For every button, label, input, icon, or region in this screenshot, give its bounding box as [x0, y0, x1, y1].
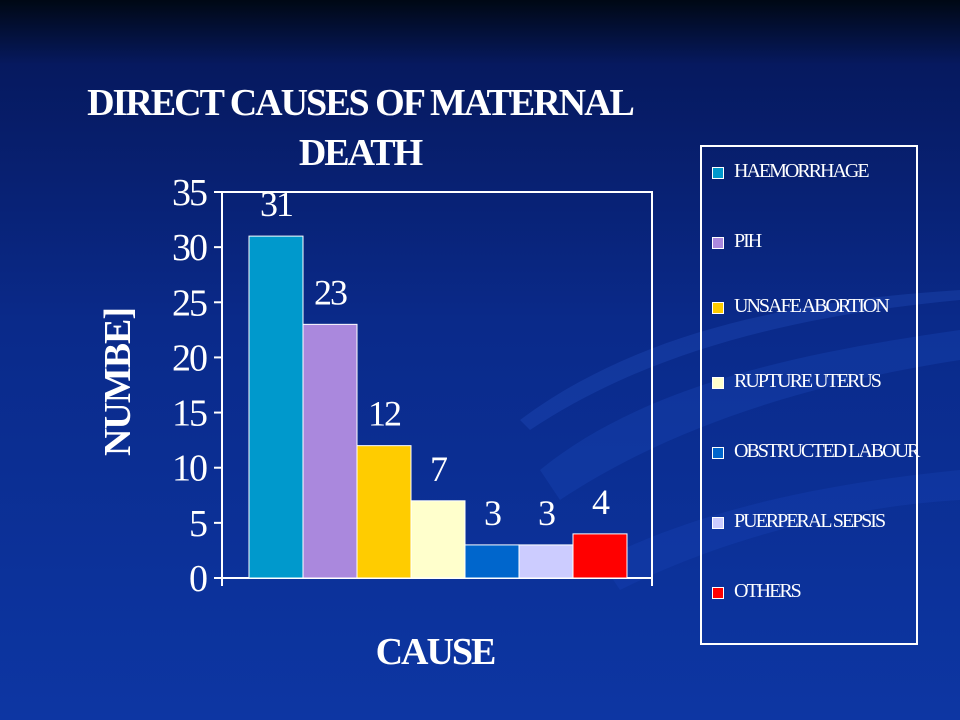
legend-swatch — [712, 167, 724, 179]
y-tick-label: 20 — [172, 337, 207, 379]
bar — [572, 533, 628, 579]
legend-label: UNSAFE ABORTION — [734, 295, 890, 317]
bar — [464, 544, 520, 579]
data-label: 23 — [314, 272, 347, 312]
legend-swatch — [712, 237, 724, 249]
data-label: 3 — [538, 493, 555, 533]
legend-swatch — [712, 302, 724, 314]
chart-legend: HAEMORRHAGE PIH UNSAFE ABORTION RUPTURE UTE… — [700, 145, 920, 645]
x-axis-label: CAUSE — [375, 631, 497, 673]
bar — [410, 500, 466, 579]
bar — [248, 235, 304, 579]
legend-swatch — [712, 587, 724, 599]
bar — [356, 445, 412, 579]
legend-swatch — [712, 517, 724, 529]
legend-label: OBSTRUCTED LABOUR — [734, 440, 920, 462]
y-tick-label: 35 — [172, 172, 207, 214]
data-label: 3 — [484, 493, 501, 533]
y-tick-label: 0 — [189, 558, 207, 600]
data-label: 31 — [260, 184, 292, 224]
data-label: 12 — [368, 394, 401, 434]
data-label: 7 — [430, 449, 447, 489]
legend-label: OTHERS — [734, 580, 802, 602]
legend-label: PIH — [734, 230, 762, 252]
legend-label: RUPTURE UTERUS — [734, 370, 882, 392]
y-tick-label: 10 — [172, 448, 207, 490]
legend-label: HAEMORRHAGE — [734, 160, 870, 182]
chart-title: DIRECT CAUSES OF MATERNAL DEATH — [87, 82, 635, 174]
legend-label: PUERPERAL SEPSIS — [734, 510, 886, 532]
legend-swatch — [712, 377, 724, 389]
y-tick-label: 25 — [172, 282, 207, 324]
legend-swatch — [712, 447, 724, 459]
y-tick-label: 30 — [172, 227, 207, 269]
y-tick-label: 15 — [172, 393, 207, 435]
y-tick-label: 5 — [189, 503, 207, 545]
data-label: 4 — [592, 482, 610, 522]
bar — [518, 544, 574, 579]
bar — [302, 323, 358, 579]
